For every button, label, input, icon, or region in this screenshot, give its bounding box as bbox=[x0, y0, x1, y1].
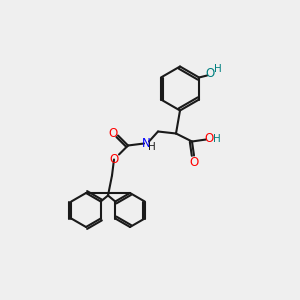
Text: O: O bbox=[206, 67, 215, 80]
Text: H: H bbox=[213, 134, 221, 143]
Text: O: O bbox=[204, 132, 214, 145]
Text: N: N bbox=[142, 137, 150, 150]
Text: O: O bbox=[110, 153, 118, 166]
Text: H: H bbox=[148, 142, 156, 152]
Text: O: O bbox=[189, 156, 199, 169]
Text: H: H bbox=[214, 64, 222, 74]
Text: O: O bbox=[108, 127, 118, 140]
